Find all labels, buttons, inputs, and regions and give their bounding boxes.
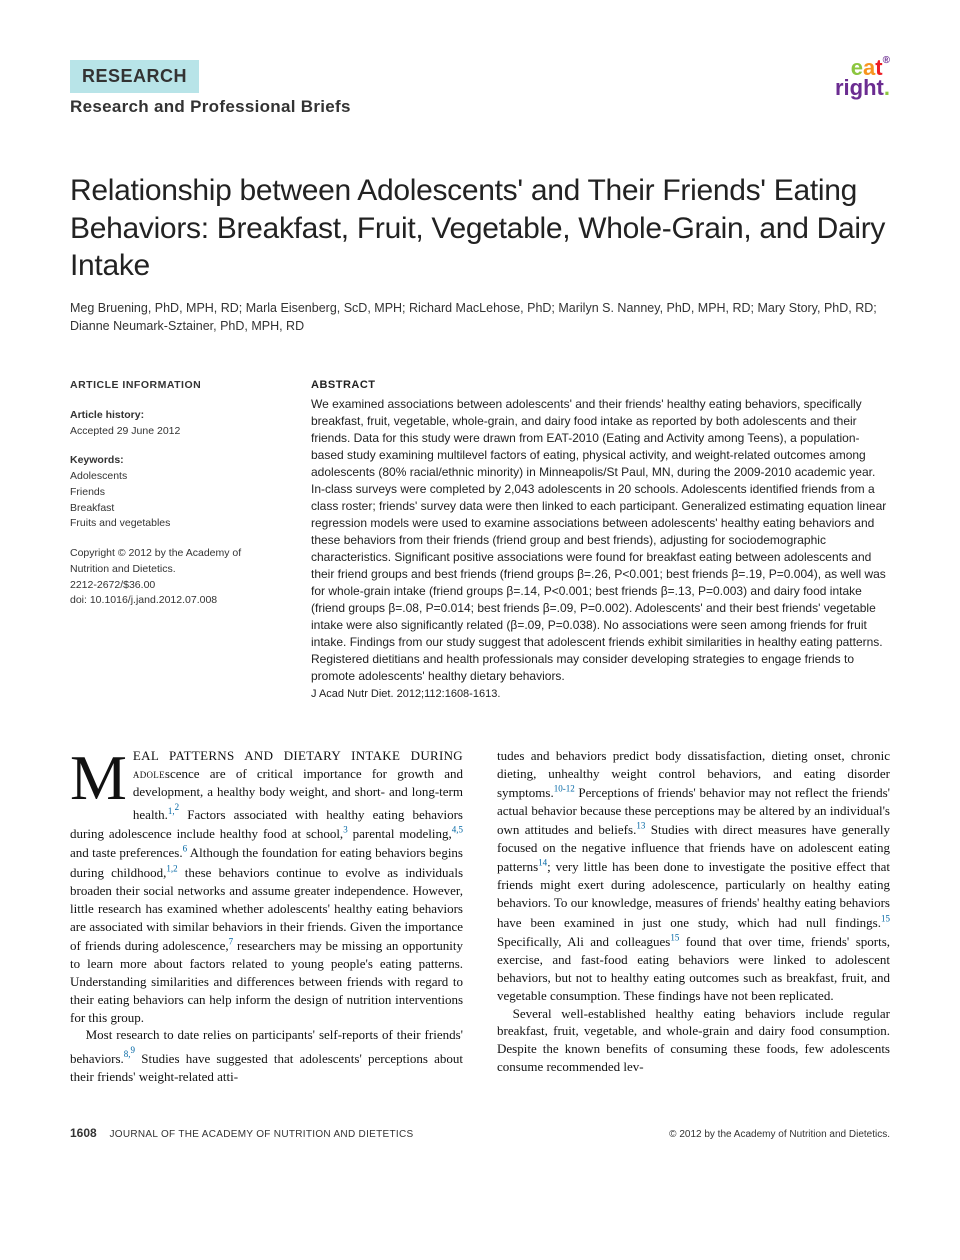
body-column-right: tudes and behaviors predict body dissati… bbox=[497, 747, 890, 1086]
footer-copyright: © 2012 by the Academy of Nutrition and D… bbox=[669, 1129, 890, 1140]
article-info-sidebar: ARTICLE INFORMATION Article history: Acc… bbox=[70, 378, 275, 703]
keyword-item: Breakfast bbox=[70, 501, 275, 517]
body-text: Most research to date relies on particip… bbox=[70, 1027, 463, 1083]
keywords-label: Keywords: bbox=[70, 453, 275, 469]
history-text: Accepted 29 June 2012 bbox=[70, 424, 275, 440]
page-number: 1608 bbox=[70, 1126, 97, 1140]
article-title: Relationship between Adolescents' and Th… bbox=[70, 172, 890, 285]
body-paragraph: tudes and behaviors predict body dissati… bbox=[497, 747, 890, 1005]
author-list: Meg Bruening, PhD, MPH, RD; Marla Eisenb… bbox=[70, 299, 890, 337]
abstract-heading: ABSTRACT bbox=[311, 378, 890, 394]
logo-registered-icon: ® bbox=[883, 55, 890, 66]
logo-line2: right. bbox=[835, 75, 890, 101]
body-paragraph: MEAL PATTERNS AND DIETARY INTAKE DURING … bbox=[70, 747, 463, 1027]
issn-text: 2212-2672/$36.00 bbox=[70, 578, 275, 594]
doi-text: doi: 10.1016/j.jand.2012.07.008 bbox=[70, 593, 275, 609]
copyright-text: Copyright © 2012 by the Academy of Nutri… bbox=[70, 546, 275, 578]
keyword-item: Fruits and vegetables bbox=[70, 516, 275, 532]
dropcap-letter: M bbox=[70, 747, 133, 805]
logo-dot-icon: . bbox=[884, 75, 890, 100]
body-text: tudes and behaviors predict body dissati… bbox=[497, 748, 890, 1003]
article-info-heading: ARTICLE INFORMATION bbox=[70, 378, 275, 394]
abstract-citation: J Acad Nutr Diet. 2012;112:1608-1613. bbox=[311, 687, 890, 703]
section-header: RESEARCH bbox=[70, 60, 199, 93]
body-paragraph: Most research to date relies on particip… bbox=[70, 1026, 463, 1085]
body-column-left: MEAL PATTERNS AND DIETARY INTAKE DURING … bbox=[70, 747, 463, 1086]
meta-abstract-row: ARTICLE INFORMATION Article history: Acc… bbox=[70, 378, 890, 703]
journal-name: JOURNAL OF THE ACADEMY OF NUTRITION AND … bbox=[109, 1129, 413, 1140]
page-footer: 1608 JOURNAL OF THE ACADEMY OF NUTRITION… bbox=[70, 1126, 890, 1140]
page-container: eat® right. RESEARCH Research and Profes… bbox=[0, 0, 960, 1180]
abstract-text: We examined associations between adolesc… bbox=[311, 396, 890, 686]
abstract-block: ABSTRACT We examined associations betwee… bbox=[311, 378, 890, 703]
body-paragraph: Several well-established healthy eating … bbox=[497, 1005, 890, 1077]
section-subheader: Research and Professional Briefs bbox=[70, 97, 890, 117]
body-text: Several well-established healthy eating … bbox=[497, 1006, 890, 1075]
body-columns: MEAL PATTERNS AND DIETARY INTAKE DURING … bbox=[70, 747, 890, 1086]
footer-left: 1608 JOURNAL OF THE ACADEMY OF NUTRITION… bbox=[70, 1126, 413, 1140]
keyword-item: Friends bbox=[70, 485, 275, 501]
history-label: Article history: bbox=[70, 408, 275, 424]
logo-word-right: right bbox=[835, 75, 884, 100]
brand-logo: eat® right. bbox=[835, 55, 890, 101]
keyword-item: Adolescents bbox=[70, 469, 275, 485]
